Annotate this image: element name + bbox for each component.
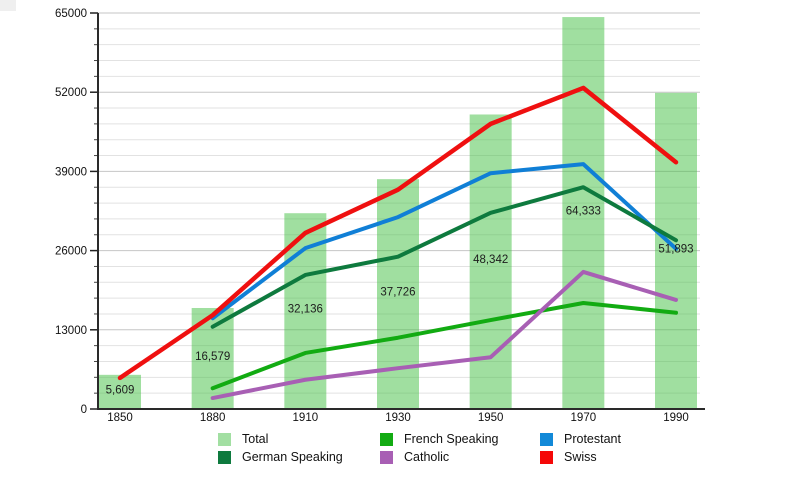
x-axis-label: 1930 (385, 412, 411, 424)
x-axis-label: 1880 (200, 412, 226, 424)
x-axis-label: 1950 (478, 412, 504, 424)
bar-value-label: 16,579 (195, 351, 230, 363)
y-axis-label: 39000 (55, 166, 87, 178)
y-axis-label: 13000 (55, 325, 87, 337)
series-line-swiss (117, 85, 679, 381)
x-axis-label: 1910 (293, 412, 319, 424)
series-line-protestant (210, 162, 678, 321)
y-axis-label: 0 (81, 404, 87, 416)
y-axis-label: 65000 (55, 8, 87, 20)
total-bar (562, 17, 605, 410)
x-axis-label: 1970 (571, 412, 597, 424)
total-bar (99, 374, 141, 409)
x-axis-label: 1990 (663, 412, 689, 424)
y-axis-label: 26000 (55, 246, 87, 258)
corner-artifact (0, 0, 16, 11)
total-bar (655, 92, 697, 410)
axis-lines (97, 13, 705, 410)
bar-value-label: 32,136 (288, 304, 323, 316)
bar-value-label: 37,726 (380, 287, 415, 299)
bar-value-label: 64,333 (566, 206, 601, 218)
series-line-catholic (210, 269, 678, 401)
series-line-german-speaking (210, 185, 678, 329)
bar-value-label: 5,609 (106, 384, 135, 396)
bar-value-label: 48,342 (473, 254, 508, 266)
bar-value-label: 51,893 (658, 243, 693, 255)
y-axis-label: 52000 (55, 87, 87, 99)
x-axis-label: 1850 (107, 412, 133, 424)
series-line-french-speaking (210, 300, 678, 391)
